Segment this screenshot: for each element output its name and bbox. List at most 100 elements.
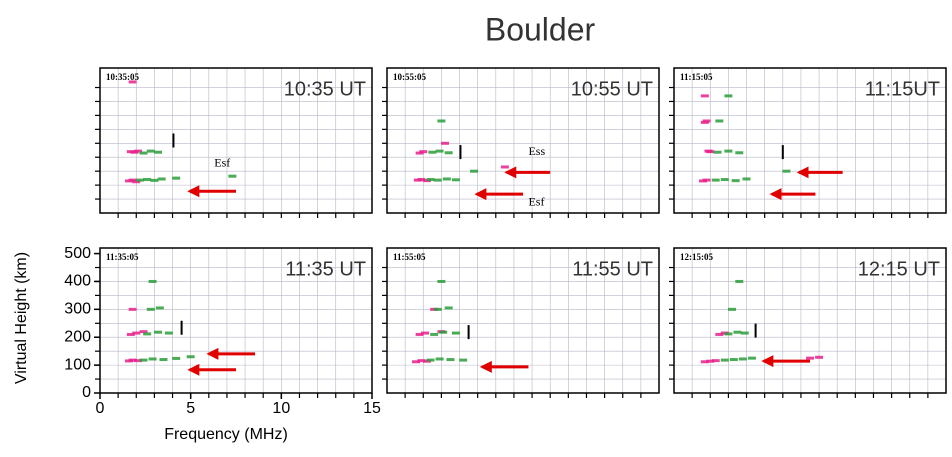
echo-point (157, 177, 166, 181)
echo-point (421, 331, 430, 335)
echo-point (128, 358, 137, 362)
echo-point (706, 359, 715, 363)
echo-point (143, 332, 152, 336)
echo-point (451, 331, 460, 335)
echo-point (146, 149, 155, 153)
echo-point (439, 330, 448, 334)
y-tick-label: 200 (64, 328, 91, 345)
y-tick-label: 0 (82, 384, 91, 401)
echo-point (172, 356, 181, 360)
x-tick-label: 5 (186, 400, 195, 417)
panel: 12:15:05 12:15 UT (669, 247, 947, 398)
echo-point (150, 178, 159, 182)
panel-timestamp: 11:15:05 (680, 72, 713, 82)
x-axis-label: Frequency (MHz) (164, 426, 288, 443)
figure-title: Boulder (485, 11, 596, 47)
panel: 11:35:05 11:35 UT (95, 247, 373, 398)
echo-point (433, 178, 442, 182)
panel-frame (673, 247, 947, 394)
panel-title: 10:55 UT (571, 78, 653, 100)
echo-point (228, 174, 237, 178)
panel-frame (99, 247, 373, 394)
echo-point (451, 178, 460, 182)
echo-point (720, 358, 729, 362)
echo-point (186, 355, 195, 359)
panel-timestamp: 11:55:05 (393, 252, 426, 262)
echo-point (132, 331, 141, 335)
echo-point (740, 331, 749, 335)
echo-point (437, 119, 446, 123)
echo-point (428, 150, 437, 154)
echo-point (148, 357, 157, 361)
panel: 11:55:05 11:55 UT (382, 247, 660, 398)
echo-point (148, 279, 157, 283)
echo-point (442, 177, 451, 181)
y-tick-label: 300 (64, 301, 91, 318)
panel-timestamp: 12:15:05 (680, 252, 713, 262)
echo-point (470, 169, 479, 173)
panel-timestamp: 11:35:05 (106, 252, 139, 262)
echo-point (154, 150, 163, 154)
echo-point (729, 358, 738, 362)
echo-point (444, 151, 453, 155)
panel: 10:35:05 10:35 UT (95, 67, 373, 218)
echo-point (415, 332, 424, 336)
panel-frame (386, 247, 660, 394)
echo-point (711, 178, 720, 182)
y-tick-label: 400 (64, 273, 91, 290)
echo-point (702, 119, 711, 123)
annotation: Esf (528, 195, 544, 209)
echo-point (711, 359, 720, 363)
echo-point (742, 177, 751, 181)
echo-point (126, 332, 135, 336)
echo-point (132, 180, 141, 184)
echo-point (724, 94, 733, 98)
annotation: Ess (528, 144, 545, 158)
echo-point (134, 149, 143, 153)
echo-point (731, 179, 740, 183)
echo-point (154, 330, 163, 334)
echo-point (782, 169, 791, 173)
panel-frame (386, 67, 660, 214)
x-tick-label: 15 (363, 400, 381, 417)
echo-point (430, 332, 439, 336)
echo-point (806, 356, 814, 360)
echo-point (441, 141, 450, 145)
x-tick-label: 0 (96, 400, 105, 417)
echo-point (815, 355, 824, 359)
panel-title: 11:55 UT (572, 258, 653, 280)
panel-title: 12:15 UT (858, 258, 940, 280)
echo-point (128, 80, 137, 84)
panel-title: 11:15UT (865, 78, 940, 100)
echo-point (128, 178, 137, 182)
y-tick-label: 100 (64, 356, 91, 373)
annotation: Esf (214, 155, 230, 169)
echo-point (435, 149, 444, 153)
echo-point (738, 357, 747, 361)
echo-point (704, 149, 713, 153)
echo-point (713, 150, 722, 154)
panel-title: 11:35 UT (285, 258, 366, 280)
echo-point (728, 307, 737, 311)
echo-point (135, 178, 144, 182)
echo-point (419, 150, 428, 154)
echo-point (702, 178, 711, 182)
echo-point (146, 307, 155, 311)
echo-point (715, 332, 724, 336)
echo-point (139, 358, 148, 362)
echo-point (733, 330, 742, 334)
echo-point (435, 357, 444, 361)
echo-point (172, 176, 181, 180)
echo-point (139, 330, 148, 334)
echo-point (417, 178, 426, 182)
echo-point (735, 151, 744, 155)
echo-point (134, 359, 143, 363)
echo-point (500, 165, 509, 169)
echo-point (700, 360, 709, 364)
panel-timestamp: 10:35:05 (106, 72, 139, 82)
echo-point (437, 279, 446, 283)
panel-title: 10:35 UT (284, 78, 366, 100)
echo-point (143, 178, 152, 182)
echo-point (128, 307, 137, 311)
